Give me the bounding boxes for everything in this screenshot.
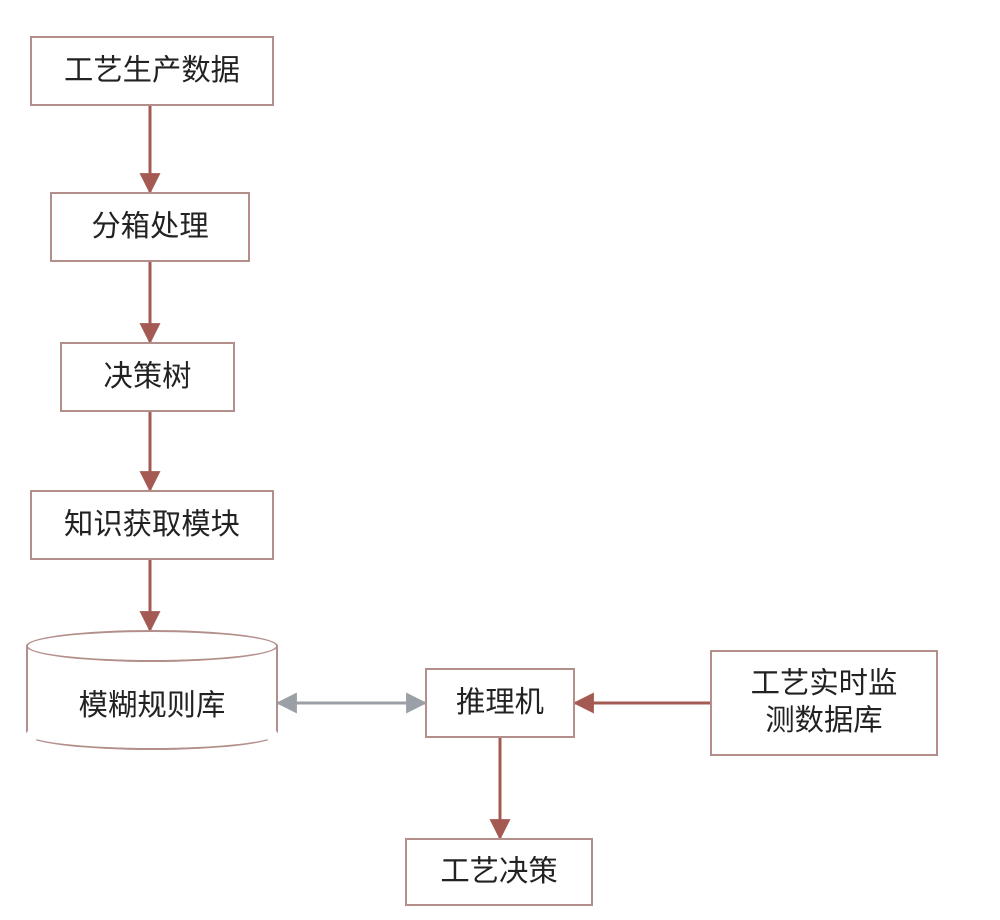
node-label: 决策树 [104, 359, 192, 396]
node-n3: 决策树 [60, 342, 235, 412]
node-label: 模糊规则库 [79, 682, 226, 724]
node-n6: 推理机 [425, 668, 575, 738]
node-label: 工艺决策 [440, 854, 557, 891]
node-label: 工艺生产数据 [64, 53, 240, 90]
node-label: 知识获取模块 [64, 507, 240, 544]
node-n5: 模糊规则库 [26, 630, 278, 750]
node-n4: 知识获取模块 [30, 490, 274, 560]
edges-layer [0, 0, 1000, 920]
node-n2: 分箱处理 [50, 192, 250, 262]
node-n1: 工艺生产数据 [30, 36, 274, 106]
flowchart-canvas: 工艺生产数据分箱处理决策树知识获取模块模糊规则库 推理机 工艺实时监 测数据库工艺决… [0, 0, 1000, 920]
node-n8: 工艺决策 [405, 838, 593, 906]
node-label: 工艺实时监 测数据库 [751, 666, 898, 739]
node-n7: 工艺实时监 测数据库 [710, 650, 938, 756]
node-label: 推理机 [456, 685, 544, 722]
node-label: 分箱处理 [91, 209, 208, 246]
